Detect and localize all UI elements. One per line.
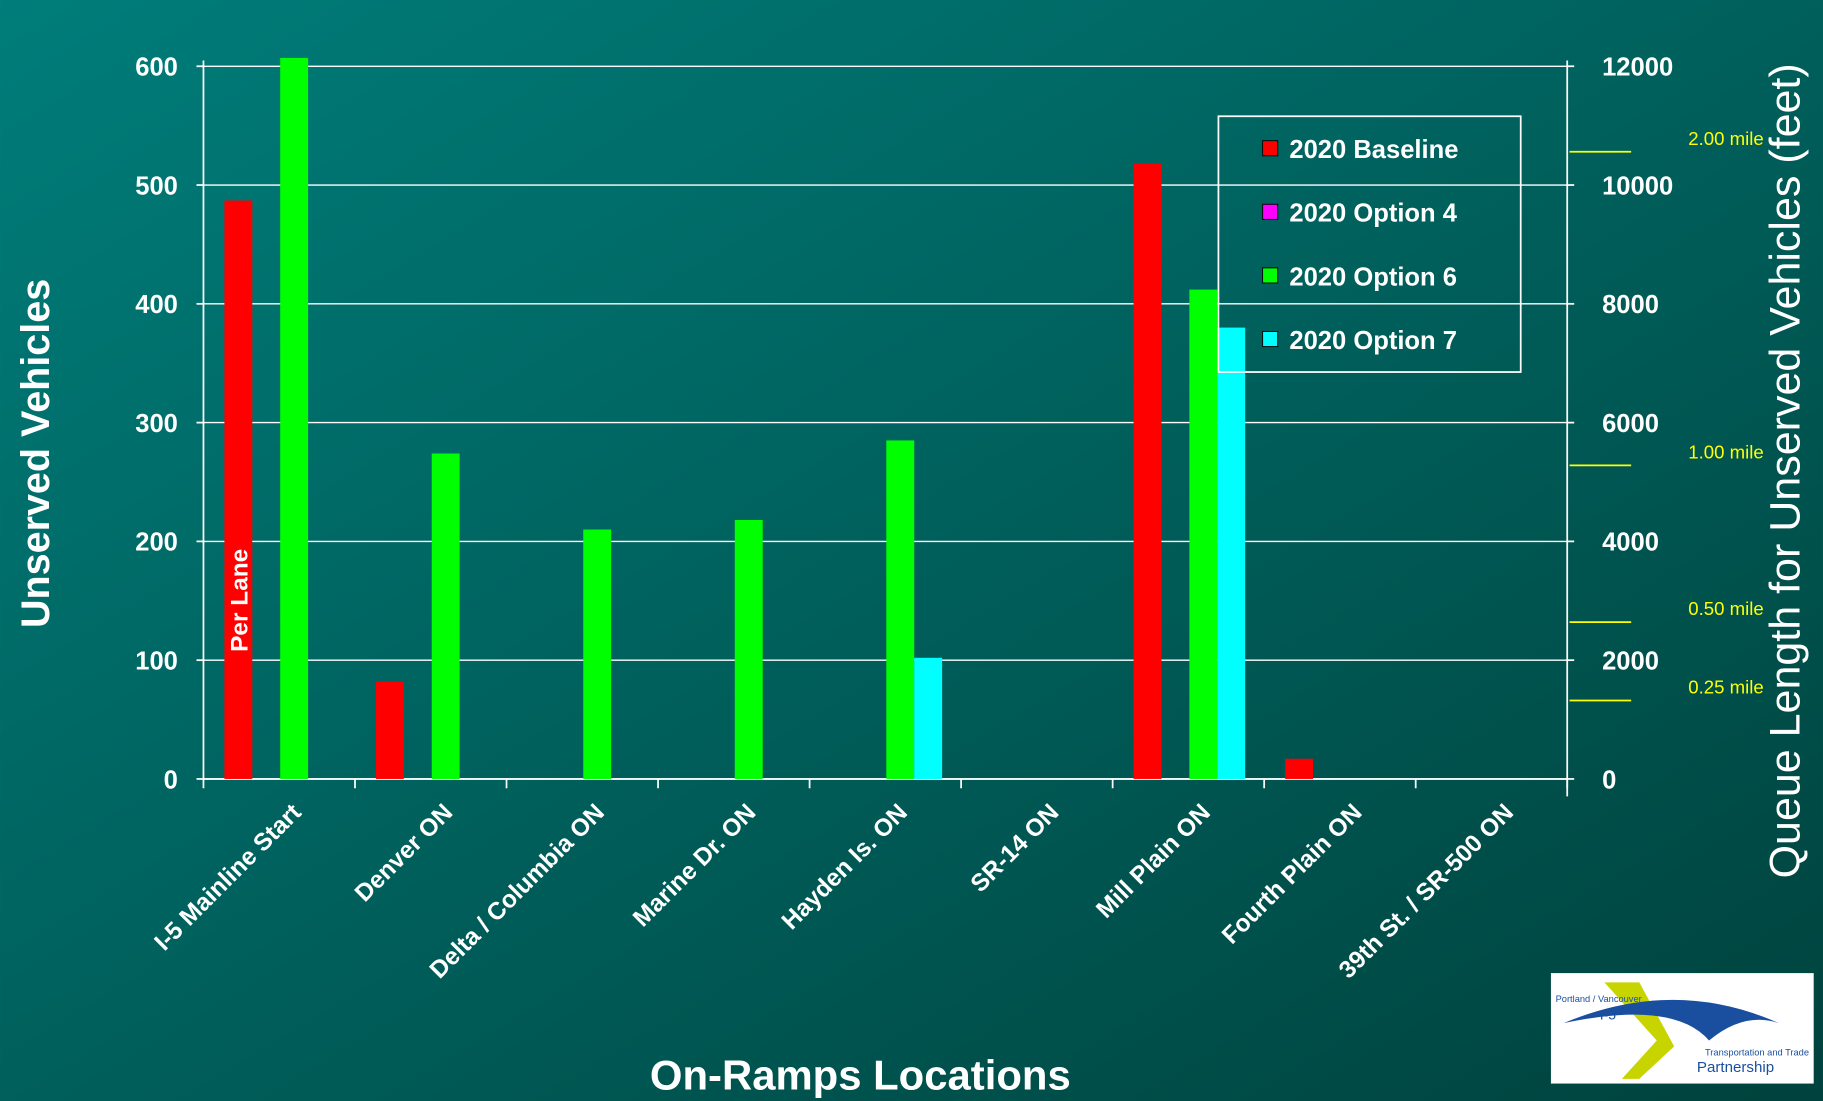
bar — [1285, 758, 1313, 779]
y-tick-label: 600 — [135, 54, 178, 82]
legend-label: 2020 Option 7 — [1289, 327, 1457, 355]
bar — [914, 657, 943, 779]
logo-text: Portland / Vancouver — [1556, 994, 1642, 1004]
bar — [734, 520, 763, 779]
logo-text: Partnership — [1697, 1059, 1774, 1076]
y2-tick-label: 0 — [1602, 766, 1616, 794]
y-tick-label: 300 — [135, 410, 178, 438]
legend-label: 2020 Option 4 — [1289, 200, 1457, 228]
bar — [1133, 163, 1162, 779]
bar — [375, 681, 404, 779]
logo-box — [1550, 973, 1814, 1084]
legend-swatch — [1262, 140, 1279, 157]
bar — [280, 57, 309, 779]
annotation: 1.00 mile — [1688, 441, 1763, 462]
y2-tick-label: 4000 — [1602, 529, 1659, 557]
y-tick-label: 100 — [135, 647, 178, 675]
logo-text: I-5 — [1600, 1007, 1617, 1023]
legend-swatch — [1262, 330, 1279, 348]
logo-text: Transportation and Trade — [1705, 1048, 1809, 1058]
logo: Portland / Vancouver I-5 Transportation … — [1550, 973, 1814, 1084]
y2-axis-title: Queue Length for Unserved Vehicles (feet… — [1762, 63, 1810, 878]
logo-swoosh — [1563, 999, 1779, 1041]
legend-label: 2020 Baseline — [1289, 136, 1458, 164]
x-axis-title: On-Ramps Locations — [650, 1051, 1071, 1098]
y-axis-title: Unserved Vehicles — [14, 279, 58, 628]
annotation: 2.00 mile — [1688, 128, 1763, 149]
annotation: Per Lane — [227, 549, 254, 652]
legend: 2020 Baseline 2020 Option 4 2020 Option 6 2… — [1217, 115, 1522, 373]
bar — [886, 440, 915, 779]
annotation: 0.50 mile — [1688, 598, 1763, 619]
legend-box — [1217, 115, 1522, 373]
annotation: 0.25 mile — [1688, 677, 1763, 698]
y-tick-label: 200 — [135, 529, 178, 557]
y2-tick-label: 8000 — [1602, 291, 1659, 319]
y-tick-label: 400 — [135, 291, 178, 319]
bar — [224, 200, 253, 779]
y2-tick-label: 2000 — [1602, 647, 1659, 675]
legend-swatch — [1262, 203, 1279, 220]
logo-shape — [1604, 982, 1675, 1079]
legend-swatch — [1262, 267, 1279, 284]
y2-tick-label: 10000 — [1602, 172, 1673, 200]
bar — [583, 529, 612, 779]
legend-label: 2020 Option 6 — [1289, 263, 1457, 291]
y2-tick-label: 6000 — [1602, 410, 1659, 438]
bar — [1189, 289, 1218, 779]
bar — [1217, 327, 1246, 779]
bar — [431, 453, 460, 779]
y-tick-label: 0 — [164, 766, 178, 794]
y2-tick-label: 12000 — [1602, 54, 1673, 82]
y-tick-label: 500 — [135, 172, 178, 200]
